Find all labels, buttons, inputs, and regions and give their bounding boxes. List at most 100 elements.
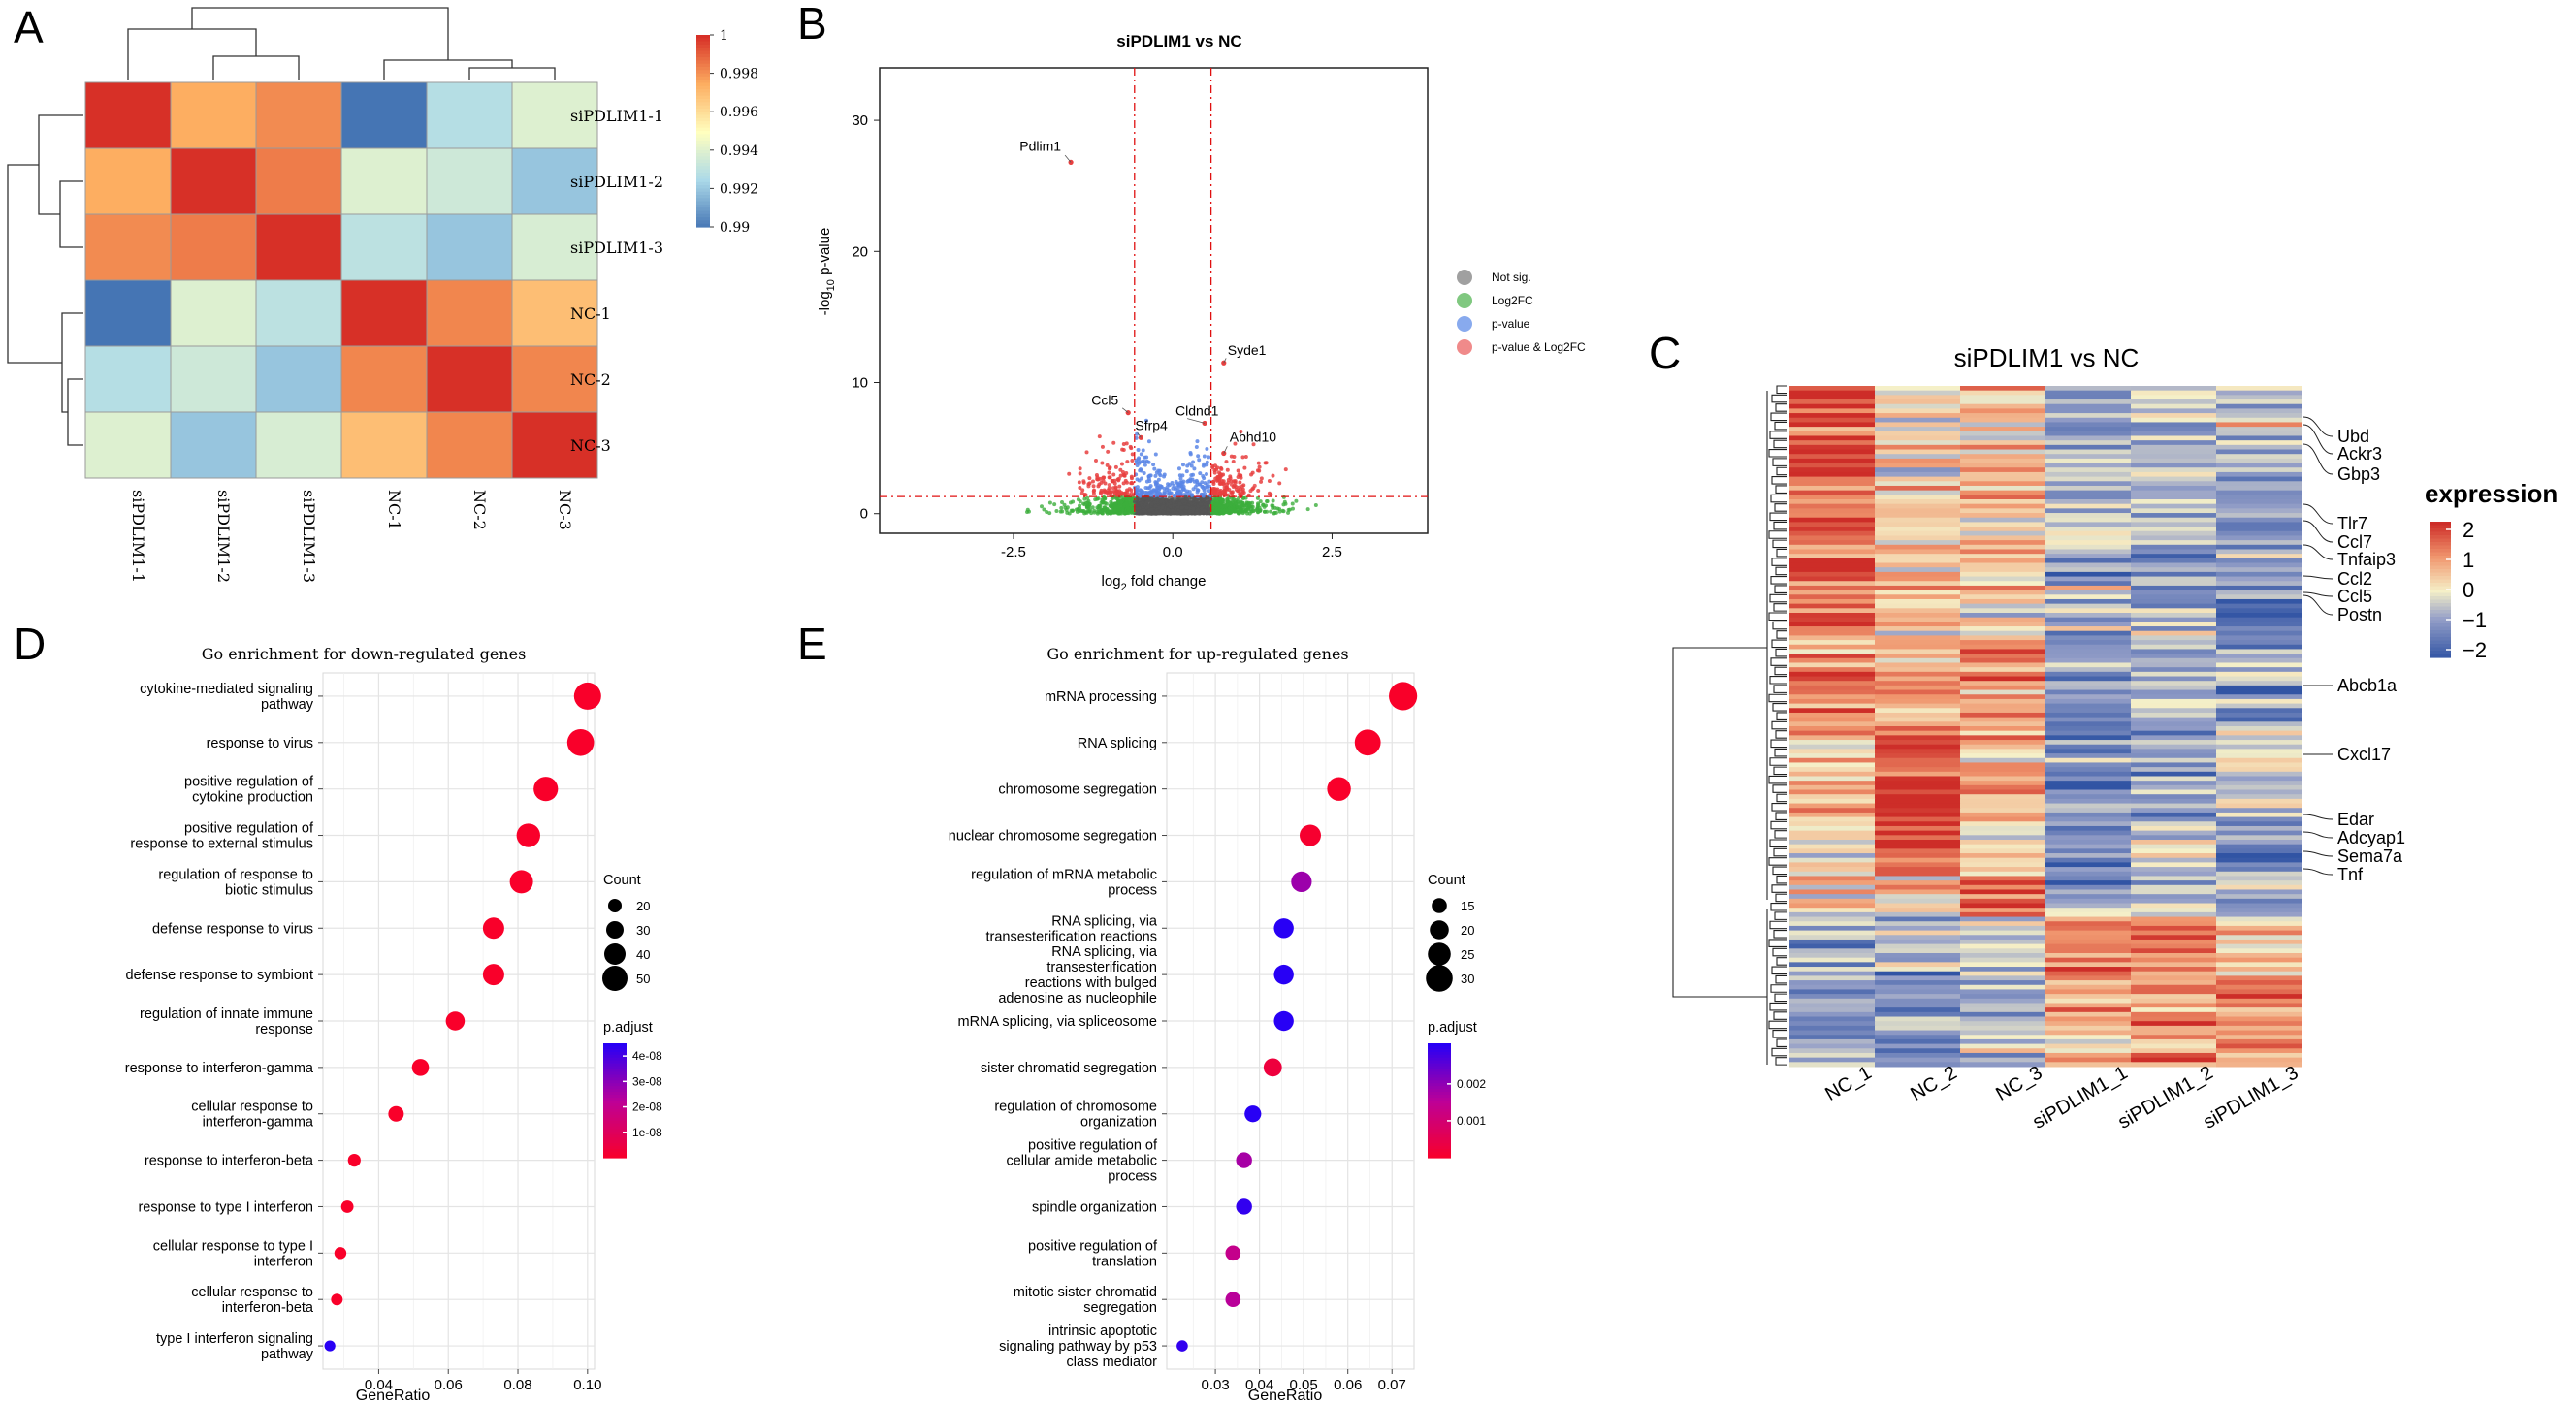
- volcano-point: [1270, 503, 1274, 508]
- p-legend-segment: [1428, 1092, 1451, 1096]
- dendrogram-branch: [1774, 830, 1787, 839]
- p-legend-segment: [1428, 1077, 1451, 1081]
- p-legend-segment: [1428, 1071, 1451, 1076]
- p-legend-segment: [603, 1080, 627, 1084]
- p-legend-segment: [1428, 1117, 1451, 1122]
- expression-cell: [1789, 1035, 1876, 1040]
- expression-cell: [2216, 998, 2302, 1004]
- expression-cell: [1960, 549, 2046, 555]
- expression-cell: [2131, 495, 2217, 500]
- expression-cell: [2216, 753, 2302, 759]
- expression-cell: [1960, 735, 2046, 741]
- expression-cell: [2131, 971, 2217, 976]
- expression-cell: [2131, 422, 2217, 428]
- volcano-point: [1116, 491, 1121, 495]
- expression-cell: [1875, 513, 1961, 519]
- expression-cell: [2216, 558, 2302, 564]
- panel-label-c: C: [1649, 328, 1681, 378]
- volcano-point: [1223, 489, 1228, 494]
- count-legend-label: 20: [636, 899, 650, 913]
- expression-cell: [1960, 1003, 2046, 1008]
- term-dot: [533, 777, 559, 802]
- volcano-point: [1111, 472, 1116, 477]
- volcano-point: [1106, 449, 1111, 454]
- volcano-point: [1146, 508, 1151, 513]
- expression-cell: [1789, 1057, 1876, 1063]
- volcano-point: [1105, 463, 1110, 467]
- x-tick-label: 0.08: [503, 1377, 531, 1393]
- term-dot: [573, 682, 601, 710]
- dendrogram-branch: [1773, 685, 1787, 693]
- expression-cell: [1789, 998, 1876, 1004]
- expression-cell: [1875, 825, 1961, 832]
- expression-cell: [1789, 581, 1876, 587]
- term-label: translation: [1092, 1254, 1157, 1269]
- expression-cell: [2045, 925, 2132, 932]
- volcano-point: [1191, 460, 1196, 464]
- expression-cell: [1875, 644, 1961, 650]
- p-legend-segment: [1428, 1069, 1451, 1073]
- expression-cell: [1789, 403, 1876, 409]
- dendrogram-branch: [1768, 612, 1787, 622]
- expression-cell: [2131, 581, 2217, 587]
- expression-cell: [1789, 513, 1876, 519]
- expression-cell: [1960, 984, 2046, 990]
- legend-swatch: [1457, 293, 1472, 308]
- p-legend-segment: [1428, 1057, 1451, 1062]
- expression-cell: [1875, 812, 1961, 818]
- expression-cell: [1789, 598, 1876, 605]
- expression-cell: [1875, 622, 1961, 627]
- expression-cell: [1960, 444, 2046, 451]
- volcano-point: [1241, 483, 1246, 488]
- heatmap-cell: [340, 81, 428, 149]
- volcano-point: [1149, 501, 1154, 506]
- volcano-point: [1071, 499, 1076, 504]
- expression-cell: [1789, 812, 1876, 818]
- term-label: response: [255, 1022, 313, 1037]
- dendrogram-branch: [1769, 839, 1787, 848]
- expression-cell: [2045, 485, 2132, 492]
- expression-cell: [2216, 994, 2302, 1000]
- gene-label: Syde1: [1228, 342, 1267, 358]
- expression-cell: [1960, 685, 2046, 691]
- expression-cell: [1789, 395, 1876, 400]
- expression-cell: [1789, 857, 1876, 863]
- p-legend-segment: [1428, 1054, 1451, 1059]
- volcano-point: [1118, 511, 1123, 516]
- expression-cell: [1960, 1016, 2046, 1022]
- volcano-point: [1168, 491, 1173, 495]
- volcano-point: [1162, 487, 1167, 492]
- expression-cell: [2216, 726, 2302, 732]
- colorbar-segment: [696, 95, 710, 100]
- p-legend-segment: [603, 1045, 627, 1050]
- y-tick-label: 10: [852, 375, 868, 392]
- expression-cell: [2045, 408, 2132, 414]
- volcano-point: [1240, 503, 1244, 508]
- panel-e-go-up: Go enrichment for up-regulated genes Gen…: [949, 645, 1487, 1404]
- expression-cell: [1960, 558, 2046, 564]
- expression-cell: [2131, 540, 2217, 546]
- expression-cell: [1789, 1043, 1876, 1049]
- p-legend-segment: [1428, 1102, 1451, 1107]
- volcano-point: [1216, 478, 1221, 483]
- expression-cell: [2045, 943, 2132, 949]
- expression-cell: [1875, 1057, 1961, 1063]
- expression-cell: [1875, 608, 1961, 614]
- volcano-point: [1062, 502, 1067, 507]
- y-axis-label-part: p-value: [817, 228, 833, 279]
- dendrogram-branch: [1770, 657, 1787, 666]
- expression-cell: [1875, 617, 1961, 622]
- expression-cell: [2216, 576, 2302, 582]
- expression-cell: [1960, 403, 2046, 409]
- volcano-point: [1120, 491, 1125, 495]
- expression-cell: [1875, 980, 1961, 986]
- expression-cell: [2216, 386, 2302, 392]
- term-dot: [1291, 871, 1312, 893]
- legend-bar-segment: [2430, 565, 2451, 570]
- p-legend-segment: [603, 1083, 627, 1087]
- volcano-point: [1256, 502, 1261, 507]
- expression-cell: [1789, 757, 1876, 763]
- volcano-point: [1202, 489, 1207, 494]
- expression-cell: [2216, 1021, 2302, 1027]
- expression-cell: [1789, 549, 1876, 555]
